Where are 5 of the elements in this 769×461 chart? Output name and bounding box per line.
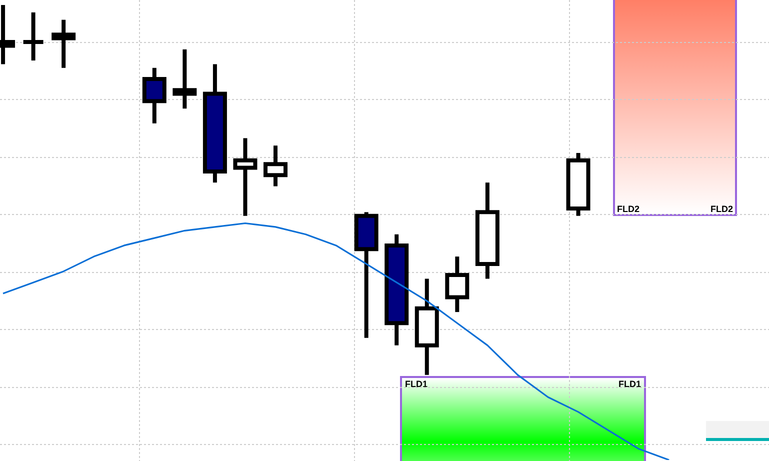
candlestick (21, 12, 46, 60)
annotation: FLD2 (617, 204, 640, 214)
annotation: FLD2 (710, 204, 733, 214)
zone-box: FLD2 FLD2 (613, 0, 737, 216)
zone-box: FLD1 FLD1 (400, 376, 646, 461)
